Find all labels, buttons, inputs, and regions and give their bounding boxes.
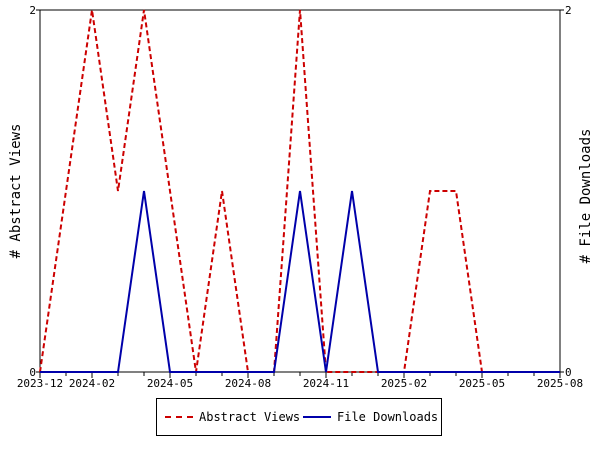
y-left-axis-label: # Abstract Views <box>8 124 24 259</box>
series-layer <box>39 9 560 373</box>
x-axis: 2023-12 2024-02 2024-05 2024-08 2024-11 2025-… <box>17 372 583 390</box>
x-tick-label: 2025-08 <box>537 377 583 390</box>
x-tick-label: 2025-05 <box>459 377 505 390</box>
y-right-tick-label: 0 <box>565 366 572 379</box>
legend-swatch-solid <box>303 416 331 418</box>
legend-entry-file-downloads: File Downloads <box>303 410 438 424</box>
x-tick-label: 2024-05 <box>147 377 193 390</box>
legend-swatch-dashed <box>165 416 193 418</box>
x-tick-label: 2024-02 <box>69 377 115 390</box>
legend-label: File Downloads <box>337 410 439 424</box>
legend-entry-abstract-views: Abstract Views <box>165 410 300 424</box>
series-line-abstract-views <box>39 9 560 373</box>
legend-label: Abstract Views <box>199 410 301 424</box>
legend: Abstract Views File Downloads <box>156 398 442 436</box>
y-left-tick-label: 2 <box>29 4 36 17</box>
y-right-axis-label: # File Downloads <box>578 129 594 264</box>
x-tick-label: 2023-12 <box>17 377 63 390</box>
x-tick-label: 2024-11 <box>303 377 349 390</box>
y-axes: 0 2 0 2 <box>29 4 571 379</box>
x-tick-label: 2025-02 <box>381 377 427 390</box>
y-left-tick-label: 0 <box>29 366 36 379</box>
y-right-tick-label: 2 <box>565 4 572 17</box>
series-line-file-downloads <box>40 190 560 373</box>
x-tick-label: 2024-08 <box>225 377 271 390</box>
